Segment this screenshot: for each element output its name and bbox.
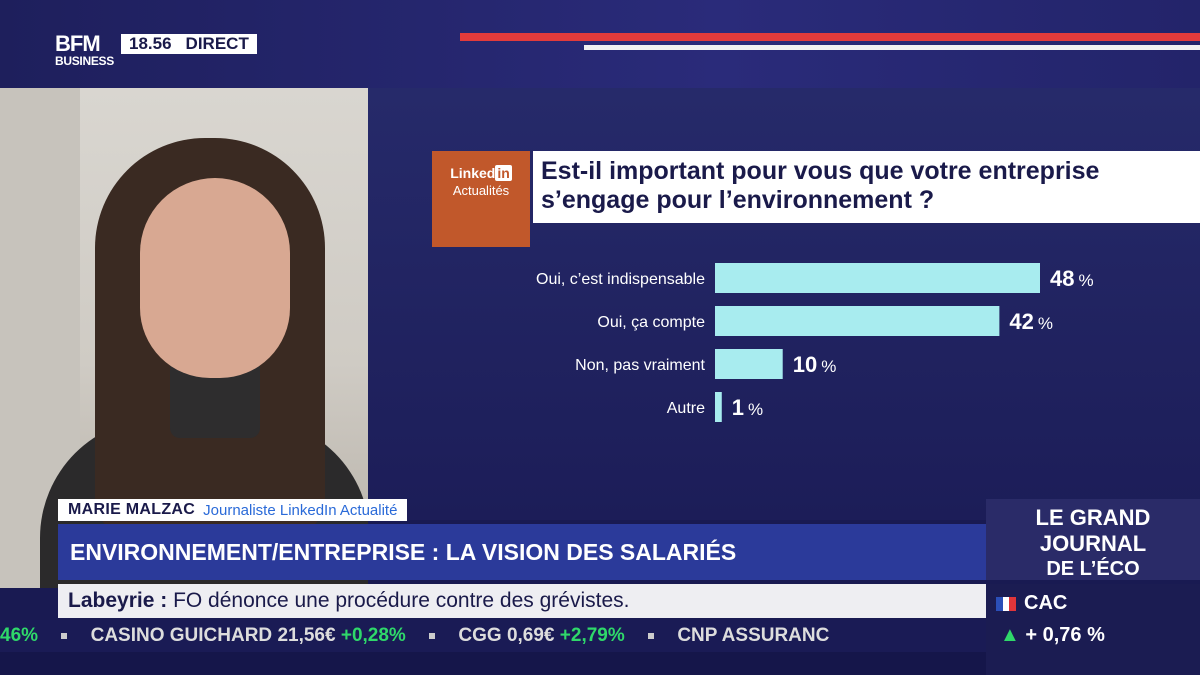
ticker-item-name: CASINO GUICHARD [90, 625, 273, 646]
bar [715, 306, 1000, 336]
linkedin-badge: Linked in Actualités [432, 151, 530, 247]
channel-logo: BFM BUSINESS [55, 31, 117, 74]
bar-label: Non, pas vraiment [575, 357, 705, 374]
bar [715, 349, 783, 379]
bar-value-label: 42% [1009, 309, 1053, 334]
show-logo-line-2: JOURNAL [1039, 531, 1147, 556]
show-logo-line-3: DE L’ÉCO [1046, 558, 1140, 580]
survey-question-line-1: Est-il important pour vous que votre ent… [541, 157, 1100, 185]
bar-label: Oui, ça compte [597, 314, 705, 331]
speaker-role: Journaliste LinkedIn Actualité [203, 501, 398, 519]
clock-time: 18.56 [129, 34, 172, 53]
linkedin-logo: Linked in [450, 165, 512, 181]
up-arrow-icon: ▲ [1000, 624, 1020, 646]
index-change: + 0,76 % [1025, 624, 1105, 646]
bar-label: Oui, c’est indispensable [536, 271, 705, 288]
ticker-separator-icon [429, 632, 436, 639]
live-status: DIRECT [185, 34, 249, 53]
show-logo-line-1: LE GRAND [1035, 505, 1151, 530]
bar [715, 263, 1040, 293]
ticker-lead-change: 46% [0, 625, 39, 646]
bottom-strip [0, 652, 986, 675]
live-clock: 18.56 DIRECT [121, 34, 257, 54]
ticker-separator-icon [648, 632, 655, 639]
survey-question-line-2: s’engage pour l’environnement ? [541, 186, 935, 214]
speaker-name-bar: MARIE MALZAC Journaliste LinkedIn Actual… [58, 499, 408, 521]
channel-logo-top: BFM [55, 31, 101, 56]
bar-value-label: 48% [1050, 266, 1094, 291]
ticker-item-change: +0,28% [340, 625, 406, 646]
france-flag-icon [996, 596, 1017, 611]
bar-value-label: 1% [732, 395, 763, 420]
ticker-separator-icon [61, 632, 68, 639]
channel-logo-bottom: BUSINESS [55, 54, 114, 68]
index-name: CAC [1024, 592, 1068, 614]
ticker-item-name: CGG [458, 625, 502, 646]
linkedin-badge-subtitle: Actualités [452, 183, 510, 198]
header-stripe-red [460, 33, 1200, 41]
ticker-item-name: CNP ASSURANC [677, 625, 830, 646]
index-box: CAC ▲ + 0,76 % [986, 584, 1200, 675]
headline-banner: ENVIRONNEMENT/ENTREPRISE : LA VISION DES… [58, 524, 986, 580]
speaker-face [140, 178, 290, 378]
speaker-name: MARIE MALZAC [68, 501, 196, 518]
speaker-video [0, 88, 368, 588]
ticker-item-change: +2,79% [559, 625, 625, 646]
news-source: Labeyrie : [68, 589, 168, 612]
ticker-item-price: 0,69€ [506, 625, 555, 646]
show-logo: LE GRAND JOURNAL DE L’ÉCO [986, 499, 1200, 580]
bar-label: Autre [667, 400, 705, 417]
bar-value-label: 10% [793, 352, 837, 377]
header-stripe-white [584, 45, 1200, 50]
news-ticker: Labeyrie : FO dénonce une procédure cont… [58, 584, 986, 618]
market-ticker: 46% CASINO GUICHARD 21,56€ +0,28% CGG 0,… [0, 620, 986, 652]
survey-bar-chart: Oui, c’est indispensable 48 % Oui, ça compt… [536, 263, 1094, 422]
news-text: FO dénonce une procédure contre des grév… [173, 589, 630, 612]
ticker-item-price: 21,56€ [277, 625, 336, 646]
bar [715, 392, 722, 422]
survey-question: Est-il important pour vous que votre ent… [533, 151, 1200, 223]
